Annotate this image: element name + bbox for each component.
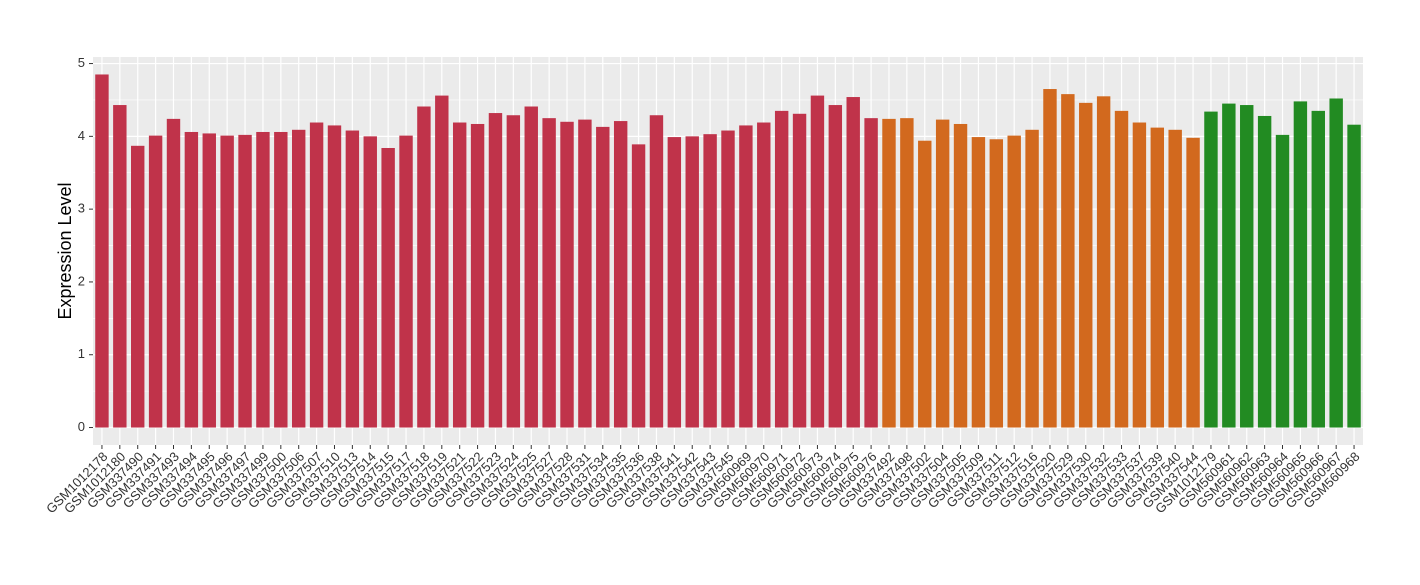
bar [1240, 105, 1254, 428]
bar [309, 122, 324, 428]
bar [560, 121, 574, 428]
bar [1168, 129, 1182, 428]
bar [1311, 110, 1325, 428]
bar [202, 133, 216, 428]
bar [542, 118, 556, 428]
bar [220, 135, 234, 428]
bar [381, 147, 395, 428]
bar [113, 105, 127, 428]
bar [327, 125, 342, 428]
bar [470, 123, 485, 428]
bar [900, 118, 914, 428]
bar [792, 113, 807, 428]
bar [399, 135, 413, 428]
bar [506, 115, 521, 428]
bar [1222, 103, 1236, 428]
bar [1150, 127, 1165, 428]
bar [256, 131, 270, 428]
bar [1204, 111, 1218, 428]
bar [757, 122, 771, 428]
bar [95, 74, 109, 428]
bar [1007, 135, 1021, 428]
bar [291, 129, 306, 428]
bar [452, 122, 467, 428]
bar [1347, 124, 1361, 428]
bar [667, 137, 682, 428]
bar [238, 134, 252, 428]
bar [739, 125, 753, 428]
bar [774, 110, 789, 428]
bar [274, 131, 288, 428]
bar [417, 106, 431, 428]
bar [435, 95, 449, 428]
bar [166, 118, 181, 428]
bar [989, 139, 1004, 428]
bar [1132, 122, 1147, 428]
y-tick-label: 3 [78, 201, 85, 216]
bar [918, 140, 932, 428]
bar [148, 135, 163, 428]
bar [578, 119, 592, 428]
bar [1025, 129, 1039, 428]
bar [1275, 134, 1290, 428]
bar [1079, 102, 1093, 428]
y-tick-label: 1 [78, 346, 85, 361]
bar [1061, 94, 1075, 428]
bar [1043, 89, 1057, 428]
bar [810, 95, 825, 428]
bar [631, 144, 646, 428]
bar [685, 136, 699, 428]
bar [864, 118, 878, 428]
bar [1293, 101, 1308, 428]
y-tick-label: 0 [78, 419, 85, 434]
bar [1186, 137, 1200, 428]
bar [721, 130, 735, 428]
bar [363, 136, 377, 428]
bar [953, 123, 968, 428]
bar [649, 115, 664, 428]
bar [882, 118, 896, 428]
bar [184, 131, 199, 428]
bar [971, 137, 986, 428]
bar [1096, 96, 1111, 428]
bar [935, 119, 950, 428]
bar [524, 106, 538, 428]
bar [131, 145, 145, 428]
bar [1329, 98, 1343, 428]
y-axis-title: Expression Level [55, 182, 75, 319]
bar [596, 126, 610, 428]
bar [345, 130, 360, 428]
bar [613, 121, 628, 428]
bar [1257, 115, 1272, 428]
bar [846, 97, 860, 428]
bar [1114, 110, 1129, 428]
y-tick-label: 2 [78, 273, 85, 288]
y-tick-label: 4 [78, 128, 85, 143]
y-tick-label: 5 [78, 55, 85, 70]
bar [703, 134, 717, 428]
bar [828, 105, 843, 428]
bar [488, 113, 503, 428]
